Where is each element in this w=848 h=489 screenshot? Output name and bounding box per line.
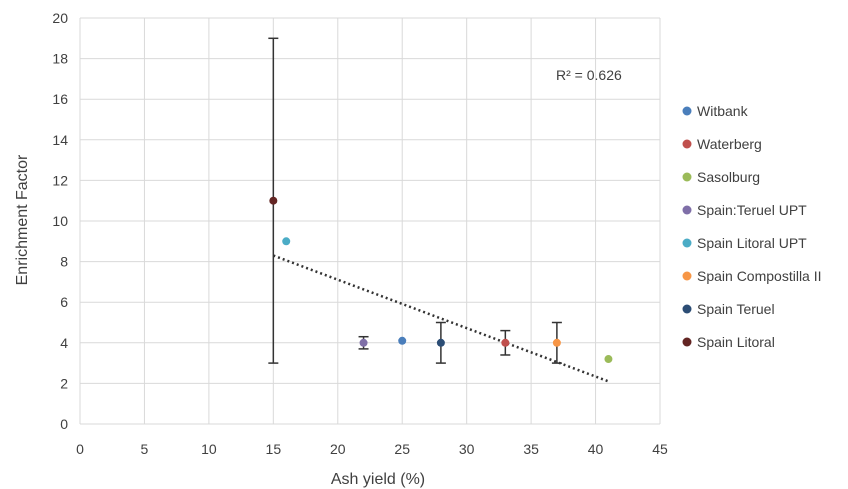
legend: Witbank Waterberg Sasolburg Spain:Teruel UP…: [682, 103, 822, 350]
legend-label: Spain:Teruel UPT: [697, 202, 807, 218]
y-tick-label: 16: [52, 91, 68, 107]
legend-marker: [682, 172, 692, 182]
x-tick-label: 15: [266, 441, 282, 457]
legend-marker: [682, 106, 692, 116]
data-point: [398, 336, 407, 345]
legend-marker: [682, 304, 692, 314]
y-tick-label: 6: [60, 294, 68, 310]
data-point: [282, 237, 291, 246]
legend-marker: [682, 238, 692, 248]
y-tick-labels: 0 2 4 6 8 10 12 14 16 18 20: [52, 10, 68, 432]
x-tick-label: 45: [652, 441, 668, 457]
x-tick-label: 0: [76, 441, 84, 457]
x-tick-label: 25: [394, 441, 410, 457]
x-tick-label: 20: [330, 441, 346, 457]
y-tick-label: 12: [52, 172, 68, 188]
legend-label: Waterberg: [697, 136, 762, 152]
x-tick-label: 35: [523, 441, 539, 457]
data-point: [552, 338, 561, 347]
data-point: [436, 338, 445, 347]
x-tick-label: 40: [588, 441, 604, 457]
x-tick-label: 30: [459, 441, 475, 457]
legend-label: Spain Compostilla II: [697, 268, 822, 284]
data-point: [269, 196, 278, 205]
x-tick-label: 5: [141, 441, 149, 457]
y-tick-label: 0: [60, 416, 68, 432]
legend-marker: [682, 205, 692, 215]
data-point: [359, 338, 368, 347]
legend-label: Spain Litoral UPT: [697, 235, 807, 251]
data-points: [269, 196, 613, 364]
x-tick-labels: 0 5 10 15 20 25 30 35 40 45: [76, 441, 668, 457]
grid: [79, 17, 661, 425]
y-tick-label: 8: [60, 254, 68, 270]
r-squared-annotation: R² = 0.626: [556, 67, 622, 83]
y-tick-label: 10: [52, 213, 68, 229]
legend-marker: [682, 139, 692, 149]
legend-label: Sasolburg: [697, 169, 760, 185]
y-tick-label: 18: [52, 51, 68, 67]
y-tick-label: 20: [52, 10, 68, 26]
y-tick-label: 4: [60, 335, 68, 351]
error-bars: [268, 37, 562, 364]
y-tick-label: 14: [52, 132, 68, 148]
legend-marker: [682, 337, 692, 347]
legend-marker: [682, 271, 692, 281]
data-point: [501, 338, 510, 347]
x-axis-title: Ash yield (%): [331, 471, 425, 488]
y-tick-label: 2: [60, 375, 68, 391]
legend-label: Spain Teruel: [697, 301, 775, 317]
x-tick-label: 10: [201, 441, 217, 457]
data-point: [604, 355, 613, 364]
legend-label: Spain Litoral: [697, 334, 775, 350]
legend-label: Witbank: [697, 103, 749, 119]
y-axis-title: Enrichment Factor: [14, 154, 31, 285]
